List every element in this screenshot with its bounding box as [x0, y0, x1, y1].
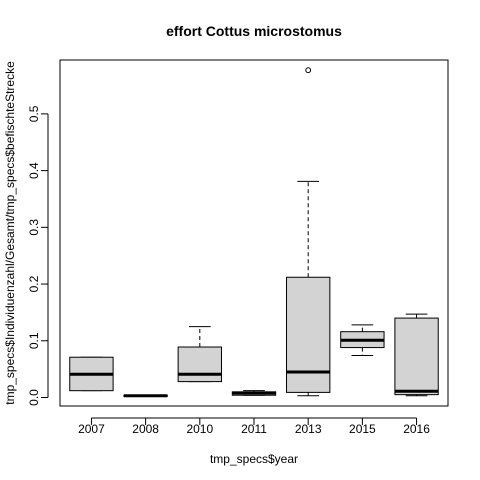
y-tick-label: 0.0 [27, 389, 41, 406]
x-tick-label: 2016 [403, 422, 430, 436]
chart-title: effort Cottus microstomus [166, 23, 342, 39]
box-2011 [231, 390, 277, 396]
box-2007 [69, 356, 114, 392]
y-tick-label: 0.5 [27, 105, 41, 122]
y-axis: 0.0 0.1 0.2 0.3 0.4 0.5 [27, 105, 49, 406]
box-body [394, 317, 439, 396]
y-tick-label: 0.2 [27, 275, 41, 292]
box-2010 [177, 326, 222, 383]
x-tick-label: 2008 [132, 422, 159, 436]
x-tick-label: 2010 [186, 422, 213, 436]
x-axis: 2007 2008 2010 2011 2013 2015 2016 [78, 417, 430, 436]
x-tick-label: 2015 [349, 422, 376, 436]
box-2008 [123, 394, 168, 398]
x-axis-label: tmp_specs$year [210, 452, 298, 466]
y-axis-label: tmp_specs$Individuenzahl/Gesamt/tmp_spec… [3, 61, 17, 405]
box-body [286, 276, 331, 393]
plot-frame [59, 59, 449, 407]
box-2016 [394, 313, 439, 397]
box-2015 [340, 324, 385, 357]
x-tick-label: 2007 [78, 422, 105, 436]
y-tick-label: 0.3 [27, 219, 41, 236]
y-tick-label: 0.4 [27, 162, 41, 179]
x-tick-label: 2013 [295, 422, 322, 436]
y-tick-label: 0.1 [27, 332, 41, 349]
boxes-group [69, 67, 439, 398]
outlier-point [305, 67, 312, 74]
x-tick-label: 2011 [241, 422, 267, 436]
box-body [177, 346, 222, 383]
box-2013 [286, 67, 331, 397]
